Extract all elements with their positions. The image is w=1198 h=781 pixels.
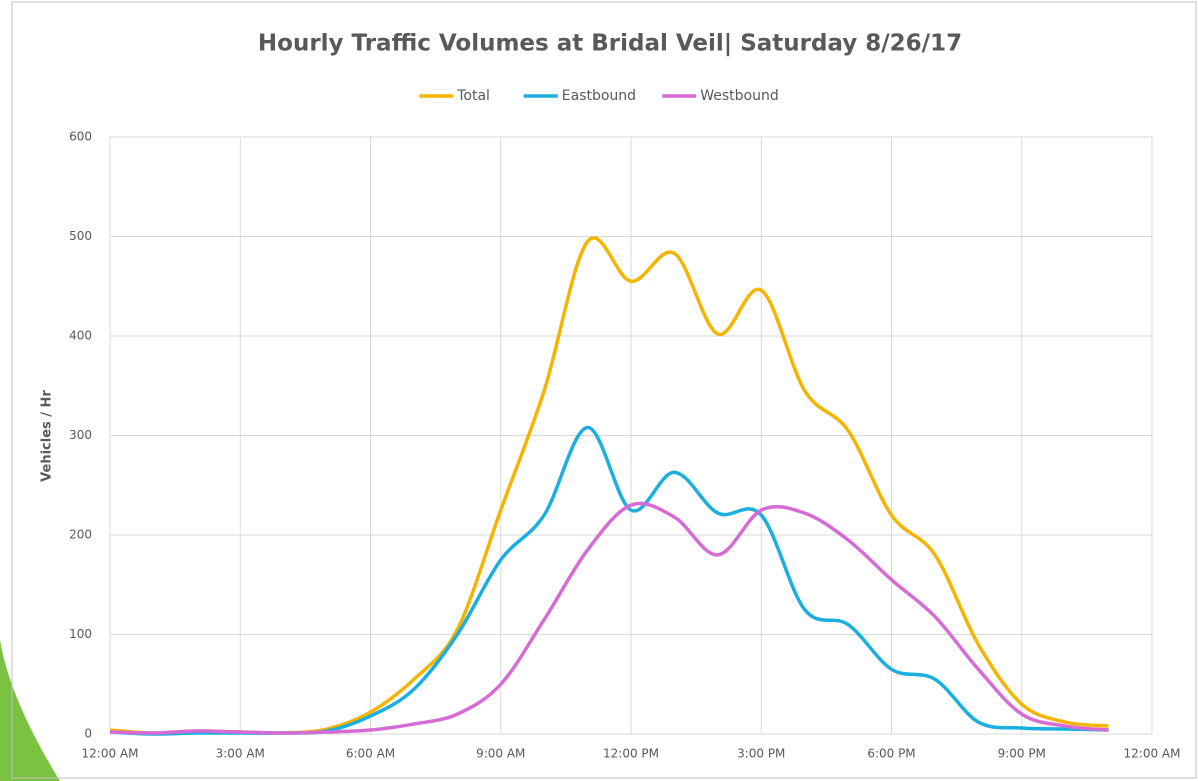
legend-label: Total (456, 88, 490, 104)
y-tick-label: 400 (69, 329, 92, 343)
y-tick-label: 600 (69, 130, 92, 144)
legend: Total Eastbound Westbound (419, 88, 779, 104)
x-tick-label: 9:00 PM (998, 747, 1046, 761)
legend-label: Westbound (700, 88, 779, 104)
x-tick-label: 3:00 AM (216, 747, 265, 761)
chart-frame (11, 1, 1197, 779)
x-tick-label: 6:00 PM (867, 747, 915, 761)
slide-decoration (0, 640, 60, 781)
x-tick-label: 12:00 AM (82, 747, 139, 761)
x-tick-label: 6:00 AM (346, 747, 395, 761)
y-tick-label: 200 (69, 528, 92, 542)
x-tick-label: 12:00 AM (1124, 747, 1181, 761)
series-line (109, 501, 1109, 735)
x-tick-label: 12:00 PM (603, 747, 659, 761)
series-line (109, 236, 1109, 735)
y-tick-label: 300 (69, 428, 92, 442)
series-line (109, 425, 1109, 736)
y-tick-label: 0 (84, 727, 92, 741)
y-tick-label: 100 (69, 627, 92, 641)
y-tick-label: 500 (69, 229, 92, 243)
y-axis-title: Vehicles / Hr (40, 390, 55, 482)
chart-title: Hourly Traffic Volumes at Bridal Veil| S… (258, 31, 962, 57)
x-tick-label: 3:00 PM (737, 747, 785, 761)
x-tick-label: 9:00 AM (476, 747, 525, 761)
legend-label: Eastbound (562, 88, 636, 104)
